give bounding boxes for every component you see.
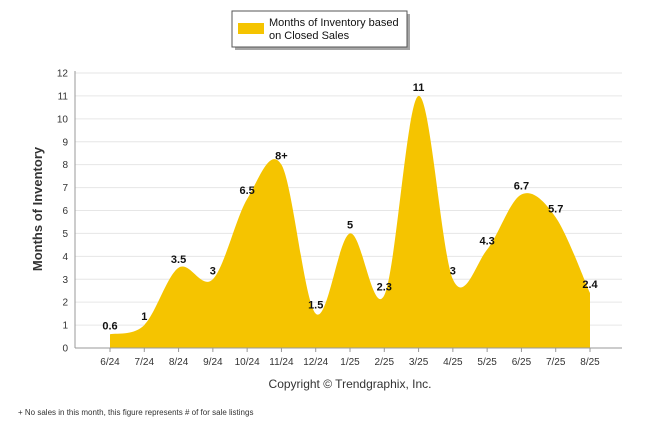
x-tick-label: 6/24 (100, 357, 120, 368)
x-tick-label: 7/24 (135, 357, 155, 368)
data-label: 1 (141, 311, 147, 323)
x-tick-label: 2/25 (375, 357, 395, 368)
data-label: 5.7 (548, 203, 563, 215)
y-tick-label: 7 (62, 183, 68, 194)
copyright-text: Copyright © Trendgraphix, Inc. (269, 377, 432, 391)
x-tick-label: 8/25 (580, 357, 600, 368)
data-label: 5 (347, 219, 353, 231)
x-tick-label: 6/25 (512, 357, 532, 368)
x-tick-label: 3/25 (409, 357, 429, 368)
legend-swatch (238, 23, 264, 34)
data-label: 2.3 (377, 281, 392, 293)
data-label: 2.4 (582, 279, 598, 291)
x-tick-label: 11/24 (269, 357, 294, 368)
data-label: 11 (413, 82, 425, 94)
data-label: 1.5 (308, 300, 323, 312)
y-axis-title: Months of Inventory (30, 146, 45, 271)
y-tick-label: 11 (58, 91, 69, 102)
y-tick-label: 9 (62, 137, 68, 148)
y-tick-label: 8 (62, 160, 68, 171)
axes (74, 71, 622, 349)
area-fill (110, 95, 590, 348)
footnote-text: + No sales in this month, this figure re… (18, 408, 253, 417)
data-label: 6.7 (514, 180, 529, 192)
data-label: 4.3 (479, 235, 494, 247)
data-label: 8+ (275, 151, 288, 163)
y-tick-label: 12 (57, 69, 69, 80)
y-tick-label: 3 (62, 275, 68, 286)
y-tick-label: 0 (62, 344, 68, 355)
y-tick-label: 6 (62, 206, 68, 217)
data-label: 0.6 (102, 320, 117, 332)
x-axis-ticks: 6/24 7/24 8/24 9/24 10/24 11/24 12/24 1/25 2/25 3… (100, 348, 600, 368)
x-tick-label: 5/25 (477, 357, 497, 368)
y-tick-label: 4 (62, 252, 68, 263)
area-series (110, 95, 590, 348)
y-tick-label: 5 (62, 229, 68, 240)
data-label: 6.5 (239, 185, 254, 197)
legend-line-2: on Closed Sales (269, 30, 350, 42)
x-tick-label: 10/24 (235, 357, 260, 368)
x-tick-label: 12/24 (303, 357, 328, 368)
data-label: 3 (210, 265, 216, 277)
y-tick-label: 2 (62, 298, 68, 309)
x-tick-label: 1/25 (340, 357, 360, 368)
x-tick-label: 9/24 (203, 357, 223, 368)
y-tick-label: 1 (62, 321, 68, 332)
data-label: 3 (450, 265, 456, 277)
x-tick-label: 7/25 (546, 357, 566, 368)
data-labels: 0.6 1 3.5 3 6.5 8+ 1.5 5 2.3 11 3 4.3 6.7 5.7 2.4 (102, 82, 598, 332)
legend: Months of Inventory based on Closed Sale… (231, 10, 410, 50)
data-label: 3.5 (171, 254, 186, 266)
legend-line-1: Months of Inventory based (269, 17, 399, 29)
y-tick-label: 10 (57, 114, 69, 125)
x-tick-label: 4/25 (443, 357, 463, 368)
x-tick-label: 8/24 (169, 357, 189, 368)
